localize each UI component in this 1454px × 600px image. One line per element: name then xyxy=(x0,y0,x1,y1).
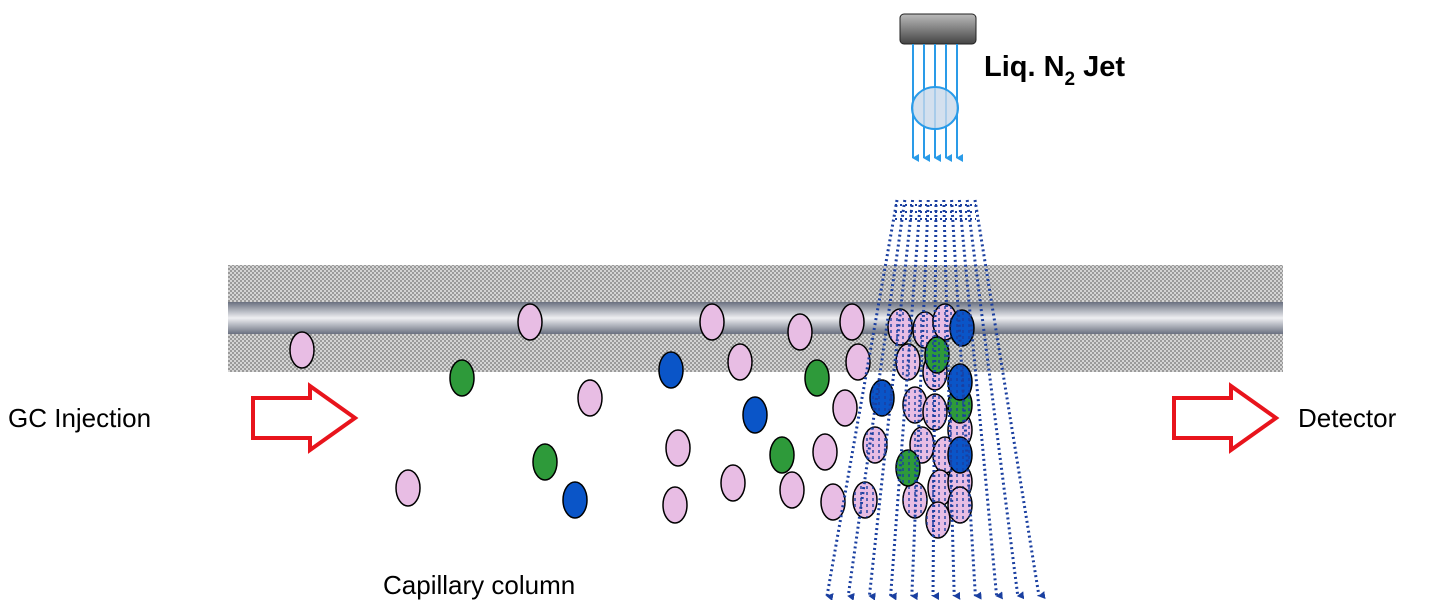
molecule xyxy=(562,481,588,519)
column-bore xyxy=(228,302,1283,334)
trapped-molecule-dots xyxy=(853,482,877,518)
molecule xyxy=(832,389,858,427)
molecule xyxy=(742,396,768,434)
jet-text: Liq. N xyxy=(984,51,1065,83)
trapped-molecule-dots xyxy=(948,487,972,523)
trapped-molecule-dots xyxy=(948,364,972,400)
molecule xyxy=(658,351,684,389)
molecule xyxy=(804,359,830,397)
trapped-molecule-dots xyxy=(896,344,920,380)
jet-subscript: 2 xyxy=(1065,69,1076,90)
spray-line xyxy=(846,199,907,600)
trapped-molecule-dots xyxy=(928,470,952,506)
jet-label: Liq. N2 Jet xyxy=(984,51,1125,90)
spray-line xyxy=(957,199,1003,600)
molecule xyxy=(769,436,795,474)
droplet xyxy=(911,86,959,130)
trapped-molecule-dots xyxy=(950,310,974,346)
molecule xyxy=(517,303,543,341)
spray-line xyxy=(931,199,940,600)
column-label: Capillary column xyxy=(383,570,575,600)
nozzle xyxy=(899,13,977,45)
molecule xyxy=(577,379,603,417)
molecule xyxy=(727,343,753,381)
spray-line xyxy=(910,199,930,600)
molecule xyxy=(662,486,688,524)
trapped-molecule-dots xyxy=(888,309,912,345)
molecule xyxy=(779,471,805,509)
injection-label: GC Injection xyxy=(8,403,151,433)
molecule xyxy=(845,343,871,381)
molecule xyxy=(395,469,421,507)
molecule xyxy=(665,429,691,467)
spray-line xyxy=(950,199,982,600)
molecule xyxy=(820,483,846,521)
detector-label: Detector xyxy=(1298,403,1397,433)
molecule xyxy=(787,313,813,351)
trapped-molecule-dots xyxy=(925,337,949,373)
trapped-molecule-dots xyxy=(923,394,947,430)
trapped-molecule-dots xyxy=(896,450,920,486)
spray-line xyxy=(942,199,961,600)
inlet-arrow xyxy=(251,382,359,454)
molecule xyxy=(839,303,865,341)
outlet-arrow xyxy=(1172,382,1280,454)
molecule xyxy=(289,331,315,369)
trapped-molecule-dots xyxy=(870,380,894,416)
spray-line xyxy=(867,199,915,600)
molecule xyxy=(532,443,558,481)
molecule xyxy=(720,464,746,502)
spray-line xyxy=(825,199,899,600)
molecule xyxy=(812,433,838,471)
spray-line xyxy=(973,199,1046,599)
cold-spray xyxy=(825,199,1046,600)
spray-line xyxy=(889,199,922,600)
trapped-molecule-dots xyxy=(926,502,950,538)
jet-suffix: Jet xyxy=(1083,51,1125,83)
molecules xyxy=(289,303,975,539)
spray-line xyxy=(965,199,1025,600)
molecule xyxy=(699,303,725,341)
molecule xyxy=(449,359,475,397)
